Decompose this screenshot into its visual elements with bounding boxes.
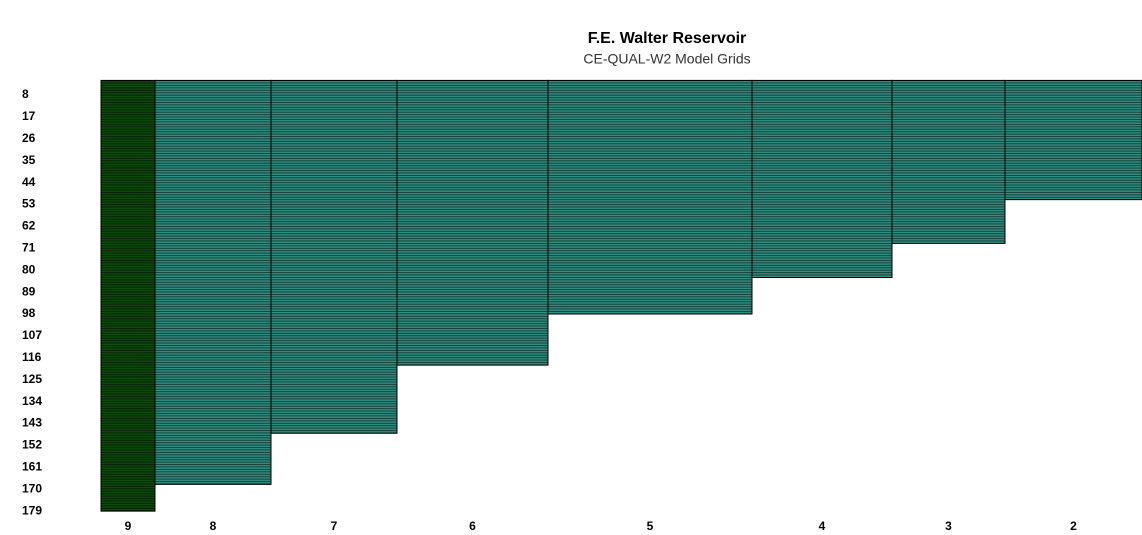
segment-layers [1005,80,1142,200]
segment-layers [397,80,548,366]
y-tick-label: 98 [22,306,36,320]
segment-layers [752,80,892,278]
segment-layers [101,80,155,512]
y-tick-label: 62 [22,219,36,233]
y-tick-label: 161 [22,460,42,474]
y-tick-label: 71 [22,240,36,254]
y-tick-label: 170 [22,481,42,495]
y-tick-label: 107 [22,328,42,342]
x-tick-label: 8 [210,519,217,533]
y-tick-label: 179 [22,503,42,517]
segment-layers [548,80,752,315]
segment-layers [271,80,397,434]
y-tick-label: 152 [22,438,42,452]
y-tick-label: 35 [22,153,36,167]
x-tick-label: 5 [647,519,654,533]
y-tick-label: 80 [22,262,36,276]
segment-layers [155,80,271,485]
chart-title: F.E. Walter Reservoir [588,30,747,47]
x-tick-label: 3 [945,519,952,533]
y-tick-label: 89 [22,284,36,298]
y-tick-label: 125 [22,372,42,386]
y-tick-label: 44 [22,175,36,189]
x-tick-label: 2 [1070,519,1077,533]
chart-subtitle: CE-QUAL-W2 Model Grids [583,51,750,67]
y-tick-label: 53 [22,197,36,211]
y-tick-label: 143 [22,416,42,430]
x-tick-label: 9 [125,519,132,533]
x-tick-label: 7 [331,519,338,533]
x-tick-label: 4 [819,519,826,533]
x-tick-label: 6 [469,519,476,533]
y-tick-label: 8 [22,87,29,101]
segment-layers [892,80,1005,244]
y-tick-label: 26 [22,131,36,145]
y-tick-label: 17 [22,109,36,123]
y-tick-label: 116 [22,350,42,364]
y-tick-label: 134 [22,394,42,408]
